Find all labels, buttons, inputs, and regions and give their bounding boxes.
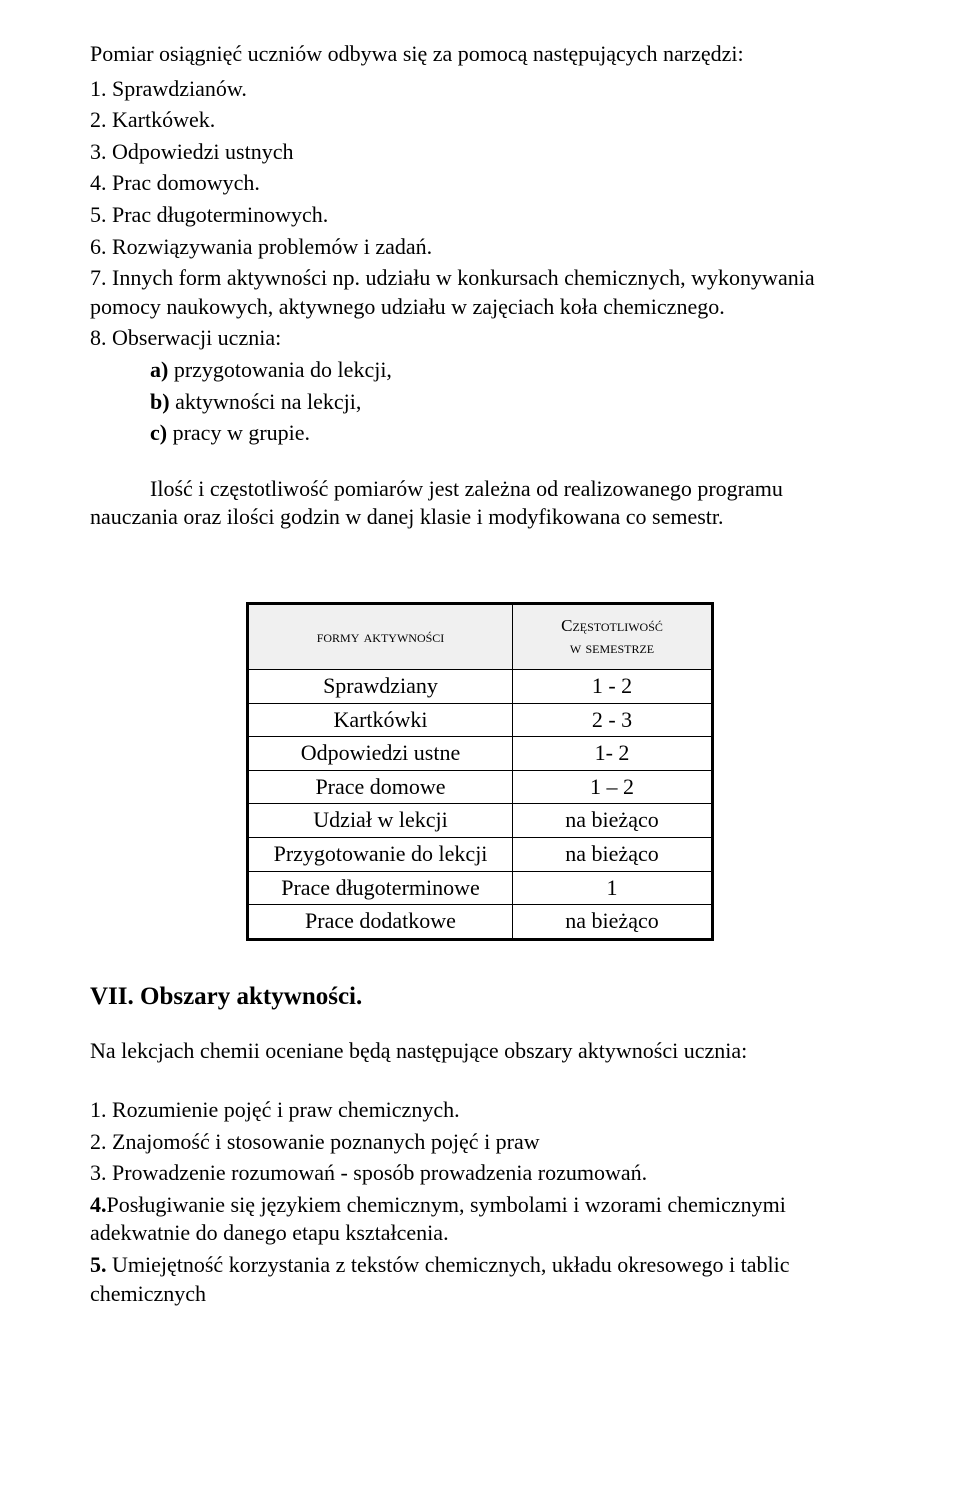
item4-label: 4. [90,1192,107,1217]
item4-text: Posługiwanie się językiem chemicznym, sy… [90,1192,786,1246]
col-header-formy: formy aktywności [248,603,513,669]
col-header-text-line2: w semestrze [570,638,654,657]
sub-list-item: c) pracy w grupie. [150,419,870,448]
item5-text: Umiejętność korzystania z tekstów chemic… [90,1252,790,1306]
table-row: Prace długoterminowe 1 [248,871,713,905]
intro-line: Pomiar osiągnięć uczniów odbywa się za p… [90,40,870,69]
list-item: 2. Znajomość i stosowanie poznanych poję… [90,1128,870,1157]
table-row: Przygotowanie do lekcji na bieżąco [248,838,713,872]
table-row: Prace dodatkowe na bieżąco [248,905,713,940]
table-row: Kartkówki 2 - 3 [248,703,713,737]
sub-list-item: a) przygotowania do lekcji, [150,356,870,385]
table-cell: Sprawdziany [248,670,513,704]
table-row: Prace domowe 1 – 2 [248,770,713,804]
table-cell: 1- 2 [513,737,713,771]
list-item: 7. Innych form aktywności np. udziału w … [90,264,870,321]
list-item: 8. Obserwacji ucznia: [90,324,870,353]
table-row: Udział w lekcji na bieżąco [248,804,713,838]
list-item: 6. Rozwiązywania problemów i zadań. [90,233,870,262]
sub-list-item: b) aktywności na lekcji, [150,388,870,417]
table-row: Odpowiedzi ustne 1- 2 [248,737,713,771]
col-header-text: formy aktywności [317,627,445,646]
sub-item-label: b) [150,389,170,414]
table-cell: Prace domowe [248,770,513,804]
list-item: 2. Kartkówek. [90,106,870,135]
item5-label: 5. [90,1252,107,1277]
table-cell: 2 - 3 [513,703,713,737]
table-row: Sprawdziany 1 - 2 [248,670,713,704]
section7-heading: VII. Obszary aktywności. [90,981,870,1014]
table-cell: 1 [513,871,713,905]
freq-paragraph: Ilość i częstotliwość pomiarów jest zale… [90,475,870,532]
table-cell: Kartkówki [248,703,513,737]
table-cell: Prace dodatkowe [248,905,513,940]
list-item: 4.Posługiwanie się językiem chemicznym, … [90,1191,870,1248]
list-item: 5. Prac długoterminowych. [90,201,870,230]
list-item: 3. Odpowiedzi ustnych [90,138,870,167]
list-item: 1. Sprawdzianów. [90,75,870,104]
table-cell: Odpowiedzi ustne [248,737,513,771]
list-item: 1. Rozumienie pojęć i praw chemicznych. [90,1096,870,1125]
section7-para: Na lekcjach chemii oceniane będą następu… [90,1037,870,1066]
sub-item-label: c) [150,420,167,445]
table-cell: na bieżąco [513,804,713,838]
sub-item-text: pracy w grupie. [167,420,310,445]
sub-item-label: a) [150,357,168,382]
table-cell: Prace długoterminowe [248,871,513,905]
activity-table: formy aktywności Częstotliwość w semestr… [246,602,714,941]
table-header-row: formy aktywności Częstotliwość w semestr… [248,603,713,669]
list-item: 4. Prac domowych. [90,169,870,198]
table-cell: 1 – 2 [513,770,713,804]
table-cell: Udział w lekcji [248,804,513,838]
col-header-text-line1: Częstotliwość [561,616,663,635]
sub-item-text: aktywności na lekcji, [170,389,362,414]
col-header-freq: Częstotliwość w semestrze [513,603,713,669]
table-cell: 1 - 2 [513,670,713,704]
list-item: 5. Umiejętność korzystania z tekstów che… [90,1251,870,1308]
table-cell: na bieżąco [513,838,713,872]
list-item: 3. Prowadzenie rozumowań - sposób prowad… [90,1159,870,1188]
table-cell: na bieżąco [513,905,713,940]
table-cell: Przygotowanie do lekcji [248,838,513,872]
sub-item-text: przygotowania do lekcji, [168,357,392,382]
